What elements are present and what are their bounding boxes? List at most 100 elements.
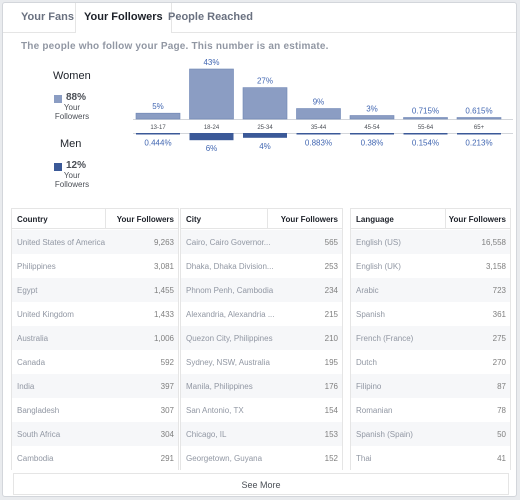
- men-bar-55-64[interactable]: [403, 133, 448, 135]
- country-table: Country Your Followers United States of …: [11, 208, 179, 470]
- row-label: United States of America: [17, 238, 106, 247]
- row-value: 215: [324, 310, 338, 319]
- men-swatch: [54, 163, 62, 171]
- men-percent: 12%: [66, 160, 87, 171]
- women-value-label: 43%: [203, 58, 219, 67]
- row-value: 153: [324, 430, 338, 439]
- tab-people-reached[interactable]: People Reached: [168, 11, 253, 23]
- men-value-label: 0.444%: [144, 139, 171, 148]
- table-row: Dutch 270: [351, 350, 510, 374]
- row-label: Bangladesh: [17, 406, 60, 415]
- row-label: Egypt: [17, 286, 38, 295]
- row-value: 253: [324, 262, 338, 271]
- row-value: 78: [497, 406, 506, 415]
- city-table-header: City Your Followers: [181, 209, 342, 229]
- table-row: Australia 1,006: [12, 326, 178, 350]
- table-row: Spanish (Spain) 50: [351, 422, 510, 446]
- row-value: 234: [324, 286, 338, 295]
- women-bar-65+[interactable]: [456, 117, 502, 120]
- women-value-label: 9%: [313, 98, 325, 107]
- row-label: Manila, Philippines: [186, 382, 253, 391]
- row-label: Australia: [17, 334, 49, 343]
- table-row: Canada 592: [12, 350, 178, 374]
- row-label: Quezon City, Philippines: [186, 334, 273, 343]
- row-value: 1,455: [153, 286, 174, 295]
- table-row: Filipino 87: [351, 374, 510, 398]
- age-category-label: 35-44: [311, 125, 327, 131]
- table-row: Arabic 723: [351, 278, 510, 302]
- row-label: South Africa: [17, 430, 61, 439]
- row-value: 176: [324, 382, 338, 391]
- table-row: Sydney, NSW, Australia 195: [181, 350, 342, 374]
- row-value: 152: [324, 454, 338, 463]
- age-category-label: 18-24: [204, 125, 220, 131]
- row-label: Spanish (Spain): [356, 430, 413, 439]
- table-row: Spanish 361: [351, 302, 510, 326]
- table-row: Georgetown, Guyana 152: [181, 446, 342, 470]
- table-row: Cairo, Cairo Governor... 565: [181, 230, 342, 254]
- table-row: English (UK) 3,158: [351, 254, 510, 278]
- men-bar-65+[interactable]: [457, 133, 501, 135]
- women-value-label: 0.715%: [412, 107, 439, 116]
- women-bar-45-54[interactable]: [349, 115, 395, 120]
- tab-bar: Your Fans Your Followers People Reached: [3, 3, 516, 33]
- men-bar-25-34[interactable]: [243, 133, 287, 138]
- women-bar-35-44[interactable]: [296, 108, 341, 120]
- row-label: French (France): [356, 334, 414, 343]
- women-bar-55-64[interactable]: [403, 117, 448, 120]
- row-label: Romanian: [356, 406, 393, 415]
- men-value-label: 4%: [259, 142, 271, 151]
- row-value: 270: [492, 358, 506, 367]
- table-row: French (France) 275: [351, 326, 510, 350]
- row-label: Thai: [356, 454, 372, 463]
- row-label: Sydney, NSW, Australia: [186, 358, 270, 367]
- men-sub-label: Your Followers: [54, 171, 90, 189]
- table-row: Egypt 1,455: [12, 278, 178, 302]
- men-bar-45-54[interactable]: [350, 133, 394, 135]
- table-row: Alexandria, Alexandria ... 215: [181, 302, 342, 326]
- table-row: Cambodia 291: [12, 446, 178, 470]
- row-label: Cambodia: [17, 454, 54, 463]
- table-row: Thai 41: [351, 446, 510, 470]
- city-col-header: City: [186, 215, 202, 224]
- row-label: Philippines: [17, 262, 56, 271]
- language-table-header: Language Your Followers: [351, 209, 510, 229]
- women-bar-18-24[interactable]: [189, 68, 234, 120]
- tab-your-fans[interactable]: Your Fans: [21, 11, 74, 23]
- city-followers-col-header: Your Followers: [280, 215, 338, 224]
- row-value: 275: [492, 334, 506, 343]
- men-bar-18-24[interactable]: [189, 133, 234, 141]
- men-value-label: 0.154%: [412, 139, 439, 148]
- row-value: 3,081: [153, 262, 174, 271]
- age-category-label: 45-54: [364, 125, 380, 131]
- men-bar-13-17[interactable]: [136, 133, 180, 135]
- table-row: United States of America 9,263: [12, 230, 178, 254]
- table-row: United Kingdom 1,433: [12, 302, 178, 326]
- see-more-button[interactable]: See More: [13, 473, 509, 495]
- row-value: 723: [492, 286, 506, 295]
- tab-your-followers[interactable]: Your Followers: [75, 3, 172, 33]
- row-label: Arabic: [356, 286, 379, 295]
- women-swatch: [54, 95, 62, 103]
- age-gender-chart: 5% 13-17 0.444% 43% 18-24 6% 27% 25-34 4% 9% 35-44…: [133, 58, 513, 153]
- table-row: Dhaka, Dhaka Division... 253: [181, 254, 342, 278]
- country-col-header: Country: [17, 215, 48, 224]
- men-value-label: 0.38%: [361, 139, 384, 148]
- women-value-label: 27%: [257, 77, 273, 86]
- women-bar-25-34[interactable]: [242, 87, 288, 120]
- row-value: 9,263: [153, 238, 174, 247]
- page-subtitle: The people who follow your Page. This nu…: [21, 41, 329, 52]
- women-bar-13-17[interactable]: [135, 112, 181, 120]
- table-row: San Antonio, TX 154: [181, 398, 342, 422]
- country-followers-col-header: Your Followers: [116, 215, 174, 224]
- women-sub-label: Your Followers: [54, 103, 90, 121]
- row-label: United Kingdom: [17, 310, 74, 319]
- row-label: Alexandria, Alexandria ...: [186, 310, 275, 319]
- men-bar-35-44[interactable]: [296, 133, 341, 135]
- row-value: 154: [324, 406, 338, 415]
- men-value-label: 0.883%: [305, 139, 332, 148]
- row-value: 16,558: [481, 238, 506, 247]
- women-value-label: 5%: [152, 102, 164, 111]
- row-value: 291: [160, 454, 174, 463]
- language-table: Language Your Followers English (US) 16,5…: [350, 208, 511, 470]
